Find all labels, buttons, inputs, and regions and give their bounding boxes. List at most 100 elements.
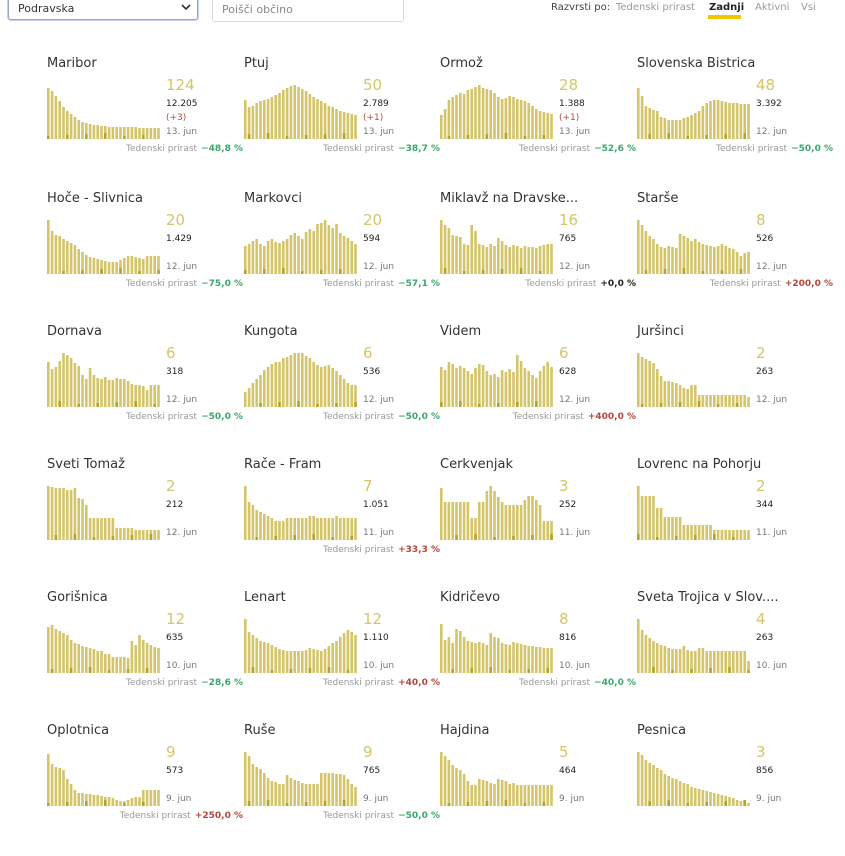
sparkline-bar	[497, 238, 500, 274]
sparkline-new-cases	[447, 136, 451, 139]
active-count: 6	[166, 344, 176, 362]
weekly-label: Tedenski prirast	[716, 144, 788, 154]
sparkline-bar	[523, 785, 527, 806]
sparkline-bar	[339, 233, 342, 274]
sparkline-bar	[297, 353, 300, 407]
sparkline-bar	[270, 518, 274, 540]
sparkline-bar	[550, 244, 553, 274]
municipality-card[interactable]: Starše 8 526 12. jun Tedenski prirast +200,0 …	[637, 191, 833, 324]
sparkline-bar	[289, 235, 293, 274]
municipality-card[interactable]: Slovenska Bistrica 48 3.392 12. jun Tedenski…	[637, 56, 833, 189]
sparkline-bar	[485, 491, 489, 540]
filter-toolbar: Podravska Poišči občino Razvrsti po: Ted…	[0, 0, 845, 24]
sparkline-new-cases	[126, 669, 130, 673]
municipality-card[interactable]: Hajdina 5 464 9. jun	[440, 723, 636, 856]
municipality-card[interactable]: Markovci 20 594 12. jun Tedenski prirast −57,…	[244, 191, 440, 324]
sparkline-bar	[58, 488, 61, 540]
sparkline-new-cases	[304, 135, 308, 139]
municipality-name: Pesnica	[637, 723, 687, 738]
municipality-card[interactable]: Ptuj 50 2.789 (+1) 13. jun Tedenski prirast −3…	[244, 56, 440, 189]
municipality-card[interactable]: Sveti Tomaž 2 212 12. jun	[47, 457, 243, 590]
municipality-card[interactable]: Sveta Trojica v Slov.... 4 263 10. jun	[637, 590, 833, 723]
municipality-card[interactable]: Juršinci 2 263 12. jun	[637, 324, 833, 457]
sparkline-bar	[316, 518, 319, 540]
sparkline-bar	[724, 395, 727, 407]
municipality-card[interactable]: Kungota 6 536 12. jun Tedenski prirast −50,0 …	[244, 324, 440, 457]
municipality-card[interactable]: Hoče - Slivnica 20 1.429 12. jun Tedenski pr…	[47, 191, 243, 324]
municipality-card[interactable]: Videm 6 628 12. jun Tedenski prirast +400,0 %	[440, 324, 636, 457]
sparkline-bar	[690, 525, 693, 540]
weekly-value: −57,1 %	[398, 279, 440, 289]
sparkline-bar	[301, 518, 304, 540]
sparkline-bar	[447, 637, 451, 673]
sparkline-bar	[149, 128, 153, 139]
sparkline-bar	[527, 247, 530, 274]
sparkline-bar	[478, 502, 481, 540]
sparkline-new-cases	[659, 403, 663, 407]
weekly-label: Tedenski prirast	[126, 678, 198, 688]
sparkline-bar	[637, 486, 640, 540]
sparkline-bar	[459, 237, 462, 274]
sparkline-bar	[739, 395, 743, 407]
sparkline-bar	[720, 101, 724, 139]
sparkline-bar	[138, 128, 141, 139]
municipality-name: Maribor	[47, 56, 97, 71]
sort-option-all[interactable]: Vsi	[801, 2, 816, 13]
sparkline-bar	[663, 248, 667, 274]
sort-option-active[interactable]: Aktivni	[755, 2, 790, 13]
weekly-label: Tedenski prirast	[519, 144, 591, 154]
municipality-card[interactable]: Lenart 12 1.110 10. jun Tedenski prirast +40,…	[244, 590, 440, 723]
weekly-label: Tedenski prirast	[126, 279, 198, 289]
sparkline-chart	[47, 220, 160, 274]
municipality-card[interactable]: Dornava 6 318 12. jun Tedenski prirast −50,0 …	[47, 324, 243, 457]
municipality-card[interactable]: Maribor 124 12.205 (+3) 13. jun Tedenski prir…	[47, 56, 243, 189]
sparkline-bar	[274, 242, 277, 274]
municipality-card[interactable]: Rače - Fram 7 1.051 11. jun Tedenski prirast…	[244, 457, 440, 590]
sparkline-bar	[535, 785, 538, 806]
sparkline-bar	[247, 107, 251, 139]
sparkline-bar	[659, 645, 663, 673]
sparkline-bar	[713, 395, 716, 407]
sparkline-bar	[678, 385, 682, 407]
sort-option-weekly[interactable]: Tedenski prirast	[616, 2, 695, 13]
region-select[interactable]: Podravska	[8, 0, 198, 20]
municipality-card[interactable]: Miklavž na Dravske... 16 765 12. jun Tedensk…	[440, 191, 636, 324]
active-count: 3	[559, 477, 569, 495]
sparkline-bar	[312, 516, 315, 540]
municipality-card[interactable]: Cerkvenjak 3 252 11. jun	[440, 457, 636, 590]
municipality-card[interactable]: Kidričevo 8 816 10. jun Tedenski prirast −40,…	[440, 590, 636, 723]
sparkline-bar	[663, 118, 667, 139]
weekly-label: Tedenski prirast	[512, 412, 584, 422]
municipality-card[interactable]: Lovrenc na Pohorju 2 344 11. jun	[637, 457, 833, 590]
sparkline-new-cases	[542, 802, 546, 806]
sparkline-bar	[443, 502, 447, 540]
sparkline-bar	[535, 109, 538, 139]
sparkline-bar	[293, 518, 296, 540]
sparkline-bar	[697, 648, 701, 673]
sparkline-bar	[320, 518, 323, 540]
sparkline-new-cases	[519, 268, 523, 274]
active-count: 5	[559, 743, 569, 761]
sparkline-new-cases	[81, 270, 84, 274]
sparkline-bar	[73, 488, 77, 540]
municipality-card[interactable]: Gorišnica 12 635 10. jun Tedenski prirast −28…	[47, 590, 243, 723]
municipality-card[interactable]: Pesnica 3 856 9. jun	[637, 723, 833, 856]
search-input[interactable]: Poišči občino	[212, 0, 404, 22]
sparkline-bar	[516, 785, 519, 806]
sparkline-bar	[335, 774, 338, 806]
weekly-change: Tedenski prirast +400,0 %	[513, 412, 636, 422]
sparkline-bar	[255, 638, 258, 673]
municipality-card[interactable]: Oplotnica 9 573 9. jun Tedenski prirast +250,…	[47, 723, 243, 856]
sparkline-new-cases	[474, 534, 477, 540]
sparkline-new-cases	[119, 268, 122, 274]
sparkline-bar	[701, 525, 705, 540]
sparkline-bar	[519, 505, 523, 540]
municipality-card[interactable]: Ruše 9 765 9. jun Tedenski prirast −50,0 %	[244, 723, 440, 856]
sparkline-bar	[542, 245, 546, 274]
sparkline-bar	[550, 648, 553, 673]
municipality-card[interactable]: Ormož 28 1.388 (+1) 13. jun Tedenski prirast −…	[440, 56, 636, 189]
weekly-value: +400,0 %	[587, 412, 636, 422]
sparkline-bar	[88, 368, 92, 407]
sort-option-latest[interactable]: Zadnji	[709, 2, 745, 13]
sparkline-bar	[81, 646, 84, 673]
